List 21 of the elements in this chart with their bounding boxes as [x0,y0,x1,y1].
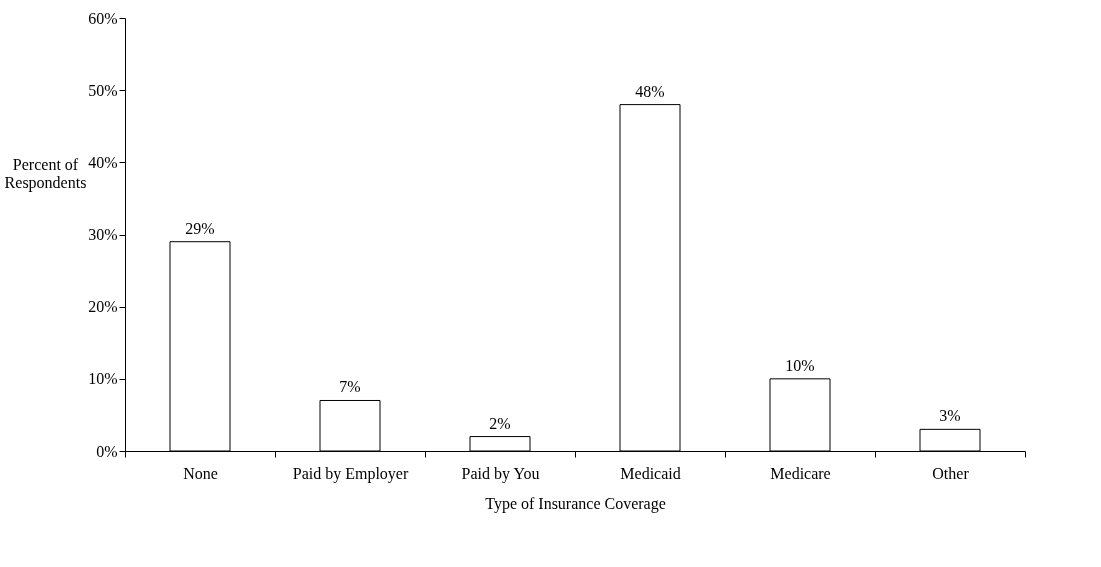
data-label: 3% [939,407,961,425]
y-tick-label: 40% [88,153,118,171]
x-tick-label: Paid by Employer [292,464,409,483]
data-label: 10% [785,356,815,374]
y-tick-label: 20% [88,298,118,316]
x-tick-label: None [183,464,218,482]
x-axis-title: Type of Insurance Coverage [485,494,666,513]
x-tick-label: Other [932,464,970,482]
data-label: 29% [185,219,215,237]
x-tick-label: Medicaid [620,464,681,482]
data-label: 48% [635,82,665,100]
x-tick-label: Paid by You [461,464,540,483]
y-tick-label: 60% [88,9,118,27]
y-tick-label: 50% [88,81,118,99]
data-label: 7% [339,378,361,396]
y-tick-label: 30% [88,226,118,243]
x-tick-label: Medicare [770,464,831,482]
data-label: 2% [489,414,511,432]
y-axis-title: Percent of Respondents [4,155,87,192]
y-tick-label: 10% [88,370,118,388]
y-tick-label: 0% [96,442,118,460]
